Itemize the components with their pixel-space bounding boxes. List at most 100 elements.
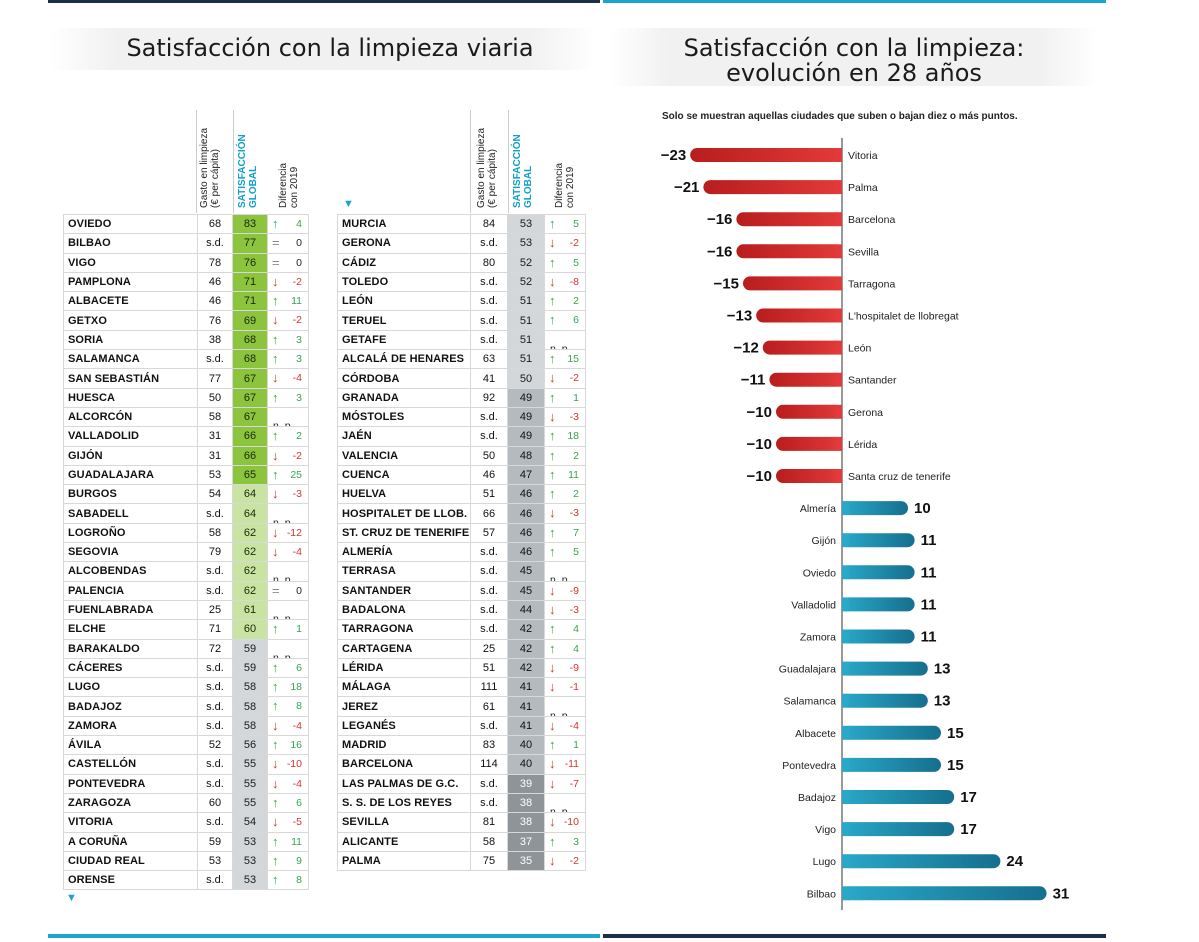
satisfaction-value: 47 [507,464,545,486]
data-label: −16 [707,243,732,260]
bar-positive [842,565,915,580]
arrow-down-icon: ↓ [272,717,279,733]
category-label: Oviedo [803,567,836,579]
bar-axis-edge [835,244,842,259]
bar-axis-edge [835,308,842,323]
spend-value: 54 [197,484,233,505]
satisfaction-value: 51 [507,291,545,312]
satisfaction-value: 55 [232,792,268,814]
arrow-down-icon: ↓ [549,273,556,289]
data-label: −10 [747,404,772,421]
data-label: 17 [960,821,977,838]
diff-value: -5 [292,816,302,829]
chart-title-line1: Satisfacción con la limpieza: [683,34,1025,62]
arrow-up-icon: ↑ [549,524,556,540]
satisfaction-value: 51 [507,329,545,351]
data-label: −16 [707,211,732,228]
city-name: VIGO [63,252,198,273]
diff-value: n.p. [273,613,297,620]
arrow-up-icon: ↑ [549,737,556,753]
city-name: LOGROÑO [63,522,198,544]
satisfaction-value: 48 [507,445,545,466]
bar-negative [736,244,842,259]
bar-axis-edge [835,372,842,387]
satisfaction-value: 53 [232,870,268,891]
triangle-marker-icon: ▼ [343,198,354,210]
category-label: Palma [848,182,878,194]
diff-cell: ↑ 8 [267,870,309,891]
diff-value: -9 [569,584,579,597]
city-name: SORIA [63,329,198,351]
arrow-down-icon: ↓ [549,235,556,251]
top-rule-left [48,0,600,3]
arrow-up-icon: ↑ [272,737,279,753]
spend-value: 92 [470,387,508,408]
diff-value: n.p. [273,574,297,582]
table-row: ALCORCÓN 58 67 n.p. [63,406,309,428]
table-row: BARAKALDO 72 59 n.p. [63,638,309,659]
city-name: GRANADA [337,387,471,408]
table-row: S. S. DE LOS REYES s.d. 38 n.p. [337,792,586,814]
diff-value: -3 [569,507,579,520]
arrow-up-icon: ↑ [272,679,279,695]
diff-cell: ↓ -11 [544,754,586,775]
diff-value: -3 [569,603,579,616]
satisfaction-value: 41 [507,696,545,717]
satisfaction-value: 60 [232,619,268,640]
data-label: 24 [1006,853,1023,870]
arrow-down-icon: ↓ [549,775,556,791]
spend-value: 41 [470,368,508,389]
diff-value: -9 [569,661,579,674]
data-label: −15 [714,275,739,292]
diff-value: 15 [567,353,579,366]
diff-cell: ↓ -4 [267,773,309,794]
arrow-down-icon: ↓ [549,814,556,830]
diff-value: -8 [569,275,579,288]
arrow-up-icon: ↑ [272,466,279,482]
diff-value: 2 [296,430,302,443]
bar-axis-edge [835,469,842,483]
satisfaction-value: 46 [507,542,545,563]
diff-value: 18 [567,430,579,443]
arrow-up-icon: ↑ [272,794,279,810]
bottom-rule-right [603,934,1106,938]
spend-value: 77 [197,368,233,389]
arrow-up-icon: ↑ [549,833,556,849]
spend-value: s.d. [470,792,508,814]
table-row: BADALONA s.d. 44 ↓ -3 [337,599,586,621]
data-label: −10 [747,468,772,485]
category-label: Lérida [848,439,877,451]
diff-cell: = 0 [267,252,309,273]
category-label: Pontevedra [782,760,836,772]
diff-value: -2 [292,314,302,327]
diff-value: -4 [292,719,302,732]
bar-axis-edge [842,757,849,772]
spend-value: s.d. [197,580,233,601]
table-row: TOLEDO s.d. 52 ↓ -8 [337,271,586,293]
data-label: 11 [921,532,937,549]
category-label: Albacete [795,728,836,740]
arrow-up-icon: ↑ [272,293,279,309]
diff-value: -4 [292,372,302,385]
arrow-up-icon: ↑ [549,486,556,502]
spend-value: s.d. [197,657,233,679]
city-name: SABADELL [63,503,198,524]
diff-value: 3 [296,333,302,346]
city-name: ZARAGOZA [63,792,198,814]
arrow-down-icon: ↓ [272,370,279,386]
table-row: SORIA 38 68 ↑ 3 [63,329,309,351]
table-row: LEÓN s.d. 51 ↑ 2 [337,291,586,312]
city-name: CASTELLÓN [63,754,198,775]
satisfaction-value: 58 [232,677,268,698]
satisfaction-value: 53 [232,831,268,852]
bar-axis-edge [835,180,842,195]
diff-value: 6 [296,661,302,674]
spend-value: 72 [197,638,233,659]
diff-cell: ↑ 25 [267,464,309,486]
table-row: BARCELONA 114 40 ↓ -11 [337,754,586,775]
satisfaction-value: 68 [232,349,268,370]
bar-axis-edge [842,854,849,869]
arrow-down-icon: ↓ [549,582,556,598]
bar-negative [703,180,842,195]
diff-value: -11 [564,758,579,771]
